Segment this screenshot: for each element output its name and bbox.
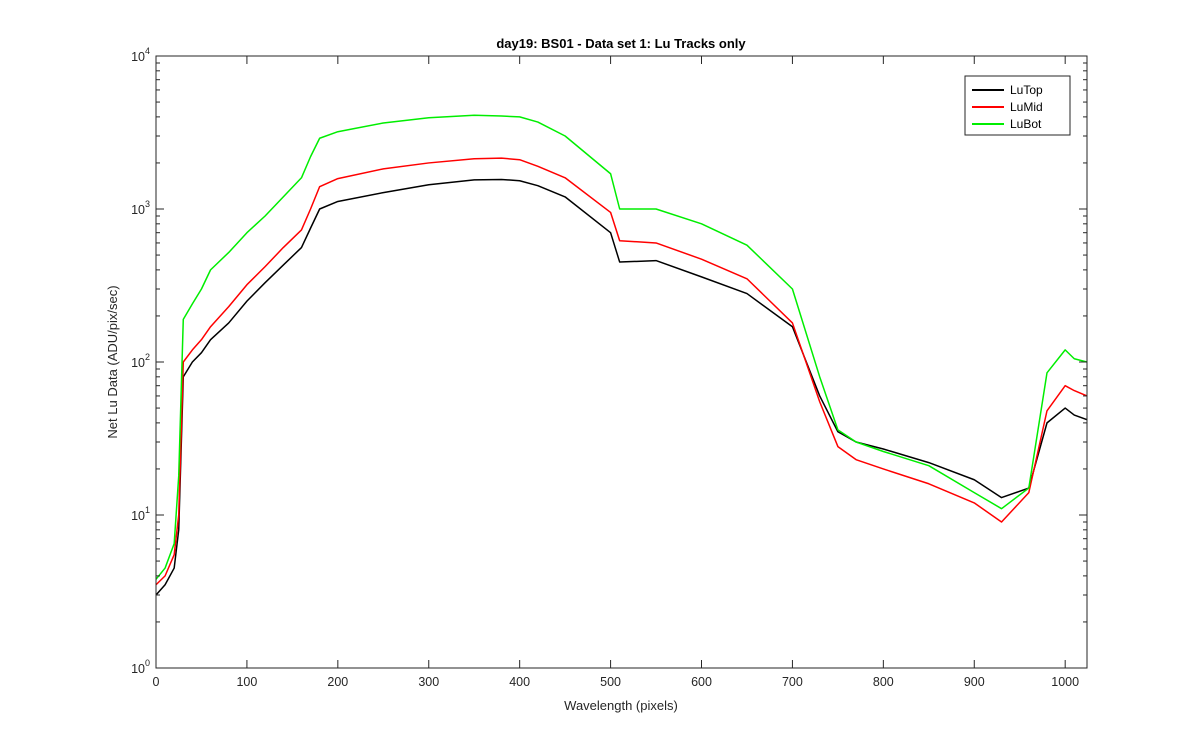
plot-background bbox=[156, 56, 1087, 668]
chart-title: day19: BS01 - Data set 1: Lu Tracks only bbox=[496, 36, 746, 51]
x-tick-label: 900 bbox=[964, 675, 985, 689]
y-tick-label: 103 bbox=[131, 199, 150, 217]
x-tick-label: 700 bbox=[782, 675, 803, 689]
x-tick-label: 100 bbox=[236, 675, 257, 689]
y-axis-label: Net Lu Data (ADU/pix/sec) bbox=[105, 285, 120, 438]
legend-box bbox=[964, 75, 1071, 136]
x-tick-label: 800 bbox=[873, 675, 894, 689]
legend-label-lutop: LuTop bbox=[1010, 83, 1043, 97]
legend-label-lumid: LuMid bbox=[1010, 100, 1043, 114]
x-tick-label: 0 bbox=[153, 675, 160, 689]
series-line-lutop bbox=[156, 178, 1087, 596]
y-tick-label: 102 bbox=[131, 352, 150, 370]
y-tick-label: 101 bbox=[131, 505, 150, 523]
x-tick-label: 500 bbox=[600, 675, 621, 689]
series-line-lubot bbox=[156, 114, 1087, 580]
x-tick-label: 400 bbox=[509, 675, 530, 689]
x-tick-label: 1000 bbox=[1051, 675, 1079, 689]
legend: LuTop LuMid LuBot bbox=[964, 75, 1071, 136]
legend-label-lubot: LuBot bbox=[1010, 117, 1042, 131]
x-axis-label: Wavelength (pixels) bbox=[564, 698, 678, 713]
x-tick-label: 300 bbox=[418, 675, 439, 689]
x-tick-label: 200 bbox=[327, 675, 348, 689]
x-tick-label: 600 bbox=[691, 675, 712, 689]
series-line-lumid bbox=[156, 157, 1087, 586]
y-tick-label: 100 bbox=[131, 658, 150, 676]
y-tick-label: 104 bbox=[131, 46, 150, 64]
